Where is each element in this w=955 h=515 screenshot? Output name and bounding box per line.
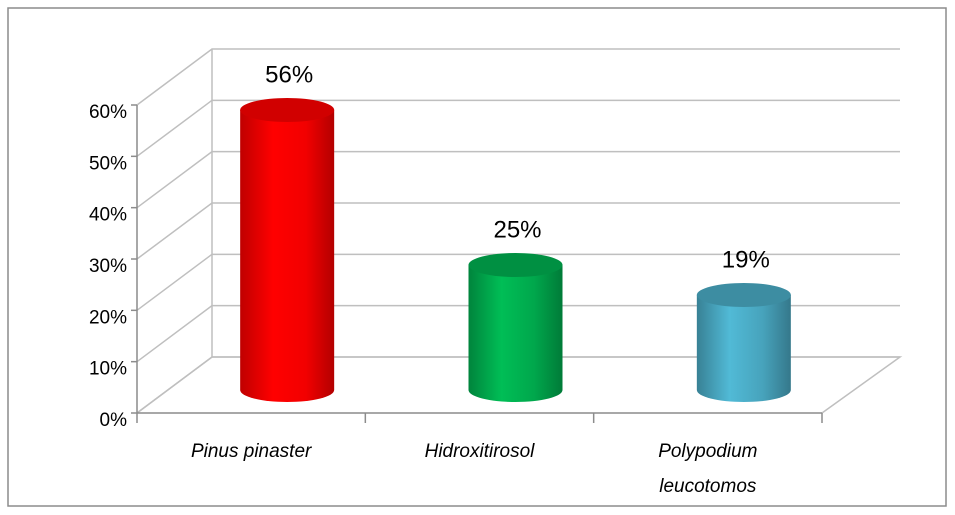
bar	[696, 295, 791, 402]
chart-border	[7, 7, 947, 507]
bar-top	[240, 98, 335, 122]
y-tick-label: 40%	[89, 205, 127, 226]
bar	[240, 110, 335, 402]
data-label: 19%	[722, 246, 770, 273]
grid-line	[136, 99, 900, 157]
data-label: 25%	[493, 216, 541, 243]
bar-top	[468, 253, 563, 277]
x-tick-label: Hidroxitirosol	[424, 441, 535, 462]
grid-line	[136, 48, 900, 106]
grid-line	[136, 150, 900, 209]
x-tick-label: Polypodium leucotomos	[658, 441, 758, 497]
data-label: 56%	[265, 61, 313, 88]
grid-line	[136, 304, 900, 363]
grid-line	[136, 202, 900, 260]
bar	[468, 265, 563, 402]
bar-top	[696, 283, 791, 307]
y-tick-label: 10%	[89, 359, 127, 380]
y-tick-label: 60%	[89, 102, 127, 123]
x-tick-label: Pinus pinaster	[190, 441, 312, 462]
y-tick-label: 0%	[100, 410, 128, 431]
y-tick-label: 30%	[89, 256, 127, 277]
grid-line	[136, 253, 900, 311]
grid-line	[136, 356, 900, 414]
y-tick-label: 20%	[89, 307, 127, 328]
y-tick-label: 50%	[89, 153, 127, 174]
